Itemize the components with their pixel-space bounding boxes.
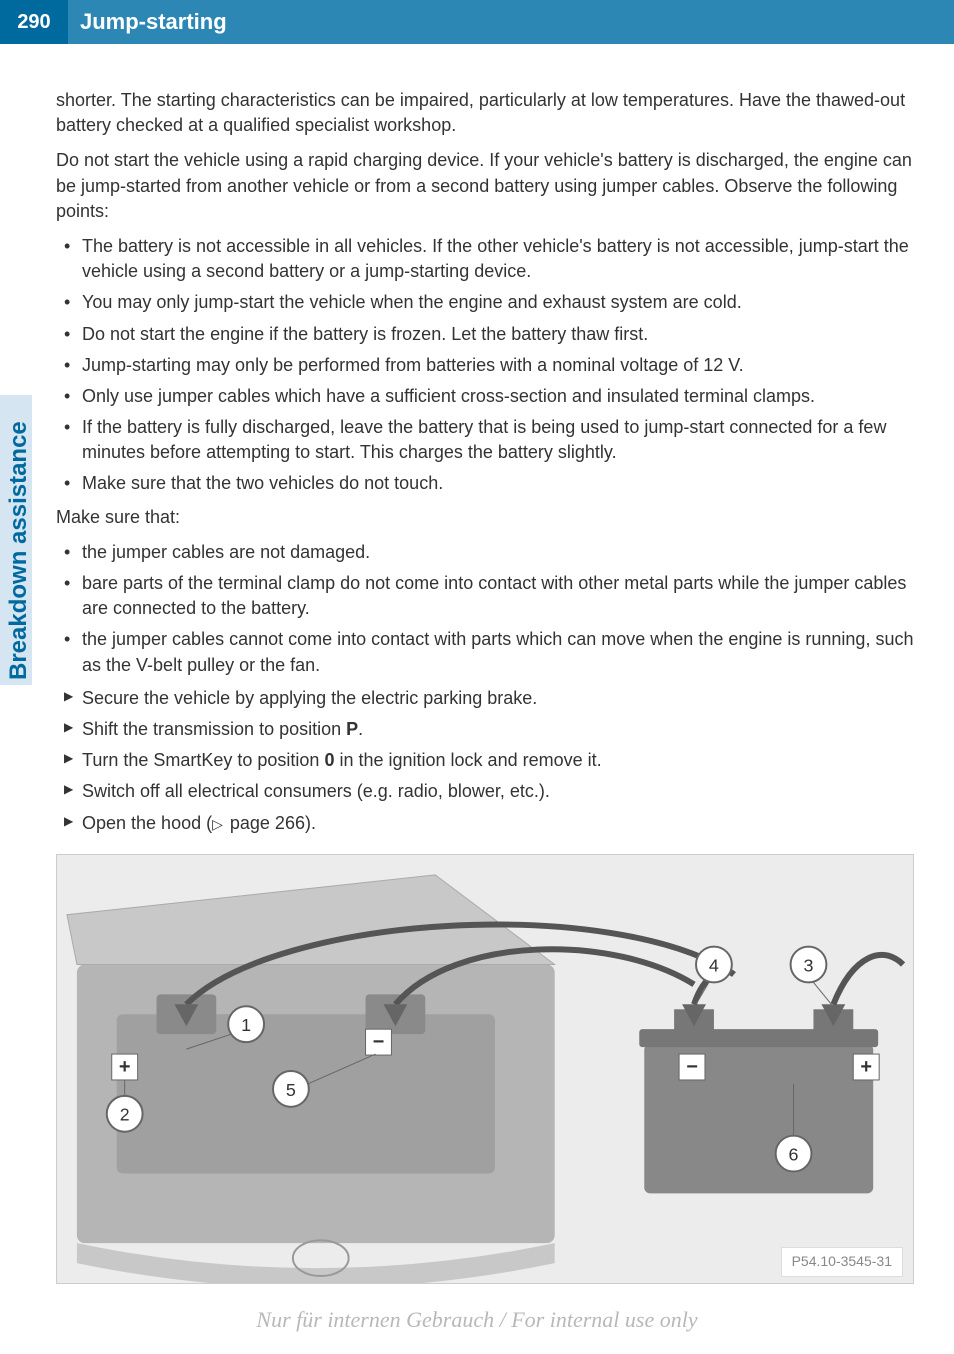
step-text: page 266). xyxy=(225,813,316,833)
make-sure-heading: Make sure that: xyxy=(56,505,914,530)
terminal-plus: + xyxy=(860,1056,872,1078)
intro-paragraph-2: Do not start the vehicle using a rapid c… xyxy=(56,148,914,224)
header-bar: 290 Jump-starting xyxy=(0,0,954,44)
terminal-plus: + xyxy=(119,1056,131,1078)
step-item: Secure the vehicle by applying the elect… xyxy=(64,686,914,711)
list-item: Jump-starting may only be performed from… xyxy=(64,353,914,378)
cable-end xyxy=(833,955,903,1004)
terminal-minus: − xyxy=(686,1056,698,1078)
step-text: in the ignition lock and remove it. xyxy=(334,750,601,770)
watermark-text: Nur für internen Gebrauch / For internal… xyxy=(0,1305,954,1336)
step-text: Open the hood ( xyxy=(82,813,212,833)
list-item: If the battery is fully discharged, leav… xyxy=(64,415,914,465)
step-item: Shift the transmission to position P. xyxy=(64,717,914,742)
callout-line xyxy=(813,982,831,1004)
list-item: Do not start the engine if the battery i… xyxy=(64,322,914,347)
callout-3: 3 xyxy=(804,955,814,975)
step-text: Turn the SmartKey to position xyxy=(82,750,324,770)
list-item: bare parts of the terminal clamp do not … xyxy=(64,571,914,621)
step-list: Secure the vehicle by applying the elect… xyxy=(56,686,914,836)
page-ref-icon xyxy=(212,813,225,833)
callout-5: 5 xyxy=(286,1080,296,1100)
callout-4: 4 xyxy=(709,955,719,975)
page-number: 290 xyxy=(0,0,68,44)
step-bold: 0 xyxy=(324,750,334,770)
callout-6: 6 xyxy=(789,1144,799,1164)
list-item: the jumper cables cannot come into conta… xyxy=(64,627,914,677)
step-item: Open the hood ( page 266). xyxy=(64,811,914,836)
step-text: Shift the transmission to position xyxy=(82,719,346,739)
hood-raised xyxy=(67,875,555,965)
bullet-list-1: The battery is not accessible in all veh… xyxy=(56,234,914,497)
front-bumper xyxy=(77,1243,555,1283)
callout-2: 2 xyxy=(120,1104,130,1124)
list-item: The battery is not accessible in all veh… xyxy=(64,234,914,284)
list-item: Only use jumper cables which have a suff… xyxy=(64,384,914,409)
diagram-code-label: P54.10-3545-31 xyxy=(781,1247,903,1277)
side-chapter-label: Breakdown assistance xyxy=(2,421,36,680)
intro-paragraph-1: shorter. The starting characteristics ca… xyxy=(56,88,914,138)
bullet-list-2: the jumper cables are not damaged. bare … xyxy=(56,540,914,678)
terminal-minus: − xyxy=(373,1031,385,1053)
step-bold: P xyxy=(346,719,358,739)
diagram-svg: + − − + 1 2 5 3 4 6 xyxy=(57,855,913,1283)
section-title: Jump-starting xyxy=(68,0,954,44)
page-content: shorter. The starting characteristics ca… xyxy=(56,88,914,1284)
step-item: Turn the SmartKey to position 0 in the i… xyxy=(64,748,914,773)
callout-1: 1 xyxy=(241,1015,251,1035)
list-item: You may only jump-start the vehicle when… xyxy=(64,290,914,315)
step-text: . xyxy=(358,719,363,739)
list-item: the jumper cables are not damaged. xyxy=(64,540,914,565)
list-item: Make sure that the two vehicles do not t… xyxy=(64,471,914,496)
jump-start-diagram: + − − + 1 2 5 3 4 6 xyxy=(56,854,914,1284)
step-item: Switch off all electrical consumers (e.g… xyxy=(64,779,914,804)
